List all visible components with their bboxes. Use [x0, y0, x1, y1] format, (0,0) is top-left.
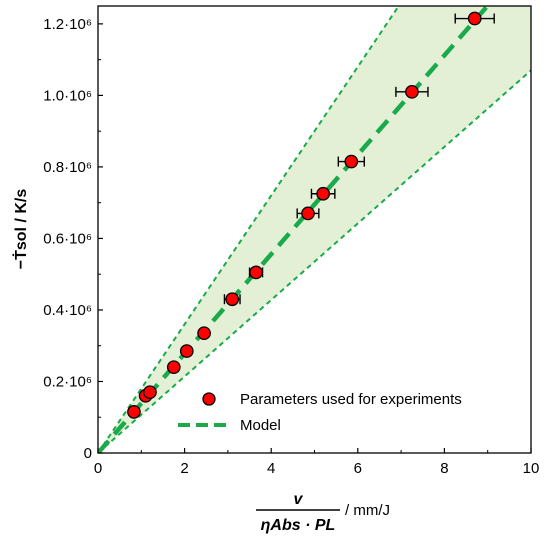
data-point-11 [405, 84, 419, 99]
data-point-7 [249, 265, 263, 280]
x-tick-label-2: 4 [267, 460, 275, 477]
x-tick-label-0: 0 [94, 460, 102, 477]
x-tick-label-3: 6 [354, 460, 362, 477]
y-tick-label-0: 0 [84, 445, 92, 462]
data-point-0 [127, 405, 141, 419]
y-axis-title: −Ṫsol / K/s [12, 189, 30, 270]
data-point-2 [143, 385, 157, 400]
y-axis-ticks: 0 0.2·10⁶ 0.4·10⁶ 0.6·10⁶ 0.8·10⁶ 1.0·10⁶ 1.2·… [43, 16, 103, 462]
data-point-6 [225, 292, 240, 307]
data-point-3 [166, 360, 181, 375]
legend-label-model: Model [240, 417, 281, 434]
data-point-10 [344, 154, 359, 169]
y-tick-label-3: 0.6·10⁶ [43, 230, 92, 247]
data-point-4 [179, 344, 194, 358]
x-axis-title: v ηAbs · PL / mm/J [256, 491, 390, 534]
data-points-layer [127, 11, 495, 419]
y-tick-label-4: 0.8·10⁶ [43, 159, 92, 176]
legend: Parameters used for experiments Model [178, 391, 462, 434]
y-tick-label-1: 0.2·10⁶ [43, 373, 92, 390]
data-point-8 [301, 206, 315, 221]
x-tick-label-1: 2 [180, 460, 188, 477]
x-tick-label-4: 8 [440, 460, 448, 477]
uncertainty-band [98, 6, 531, 453]
y-tick-label-6: 1.2·10⁶ [43, 16, 92, 33]
y-tick-label-5: 1.0·10⁶ [43, 87, 92, 104]
data-point-5 [197, 326, 211, 341]
band-lower-edge [98, 69, 531, 453]
x-axis-title-unit: / mm/J [345, 502, 390, 519]
x-axis-title-numerator: v [294, 491, 304, 508]
legend-label-experiments: Parameters used for experiments [240, 391, 462, 408]
legend-marker-experiments [202, 392, 216, 406]
data-point-9 [316, 186, 331, 201]
x-axis-ticks: 0 2 4 6 8 10 [94, 448, 540, 477]
data-point-12 [467, 11, 482, 26]
x-axis-title-denominator: ηAbs · PL [261, 517, 336, 534]
y-axis-title-text: −Ṫsol / K/s [12, 189, 30, 270]
band-fill [98, 6, 531, 453]
band-upper-edge [98, 6, 400, 453]
x-tick-label-5: 10 [523, 460, 540, 477]
y-tick-label-2: 0.4·10⁶ [43, 302, 92, 319]
